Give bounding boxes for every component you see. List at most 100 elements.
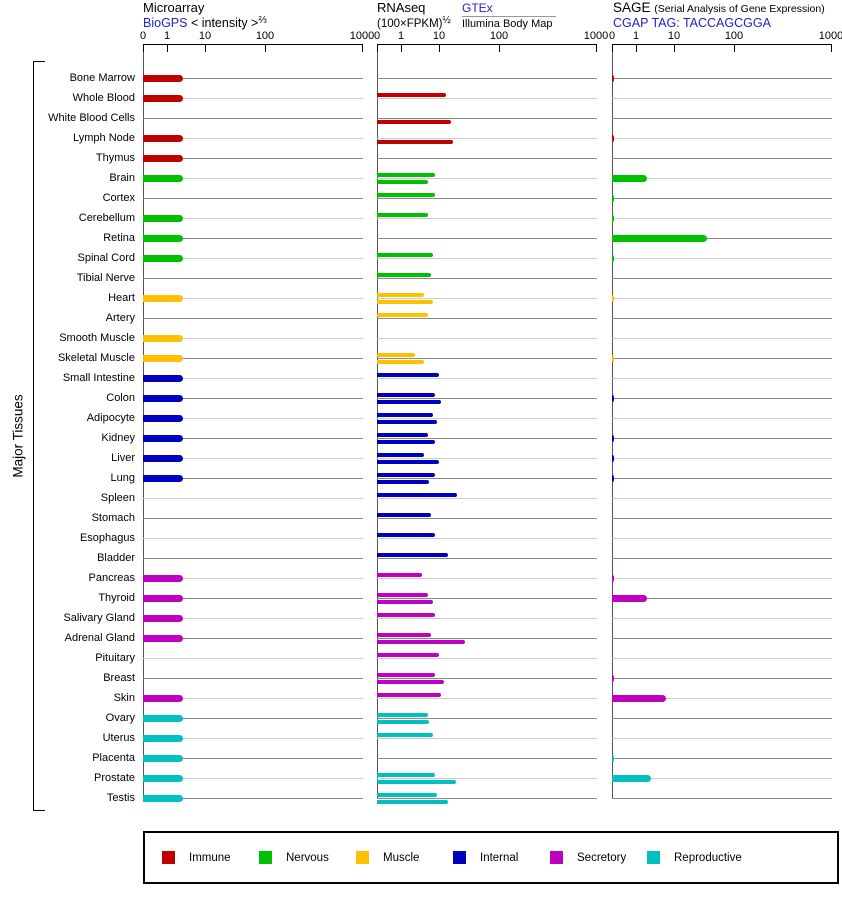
rnaseq-axis-line (377, 44, 597, 45)
bar-rnaseq-gtex-spinal-cord (377, 253, 434, 257)
legend-label-nervous: Nervous (286, 851, 329, 864)
microarray-axis-label-10: 10 (198, 30, 212, 42)
legend-item-secretory: Secretory (550, 851, 647, 864)
tissue-label-spinal-cord: Spinal Cord (77, 252, 135, 264)
bar-rnaseq-gtex-esophagus (377, 533, 436, 537)
bar-rnaseq-illumina-liver (377, 460, 439, 464)
sage-axis-tick-1000 (831, 44, 832, 52)
tissue-label-pituitary: Pituitary (95, 652, 135, 664)
gridline-sage (612, 518, 832, 519)
tissue-label-thyroid: Thyroid (98, 592, 135, 604)
bar-sage-lung (612, 475, 615, 482)
gridline-microarray (143, 438, 363, 439)
tissue-label-cortex: Cortex (102, 192, 135, 204)
illumina-body-map-label: Illumina Body Map (462, 18, 553, 30)
legend-item-muscle: Muscle (356, 851, 453, 864)
gridline-sage (612, 538, 832, 539)
gridline-rnaseq (377, 498, 597, 499)
gridline-sage (612, 678, 832, 679)
major-tissues-bracket (33, 61, 34, 810)
tissue-label-thymus: Thymus (95, 152, 135, 164)
microarray-axis-label-100: 100 (255, 30, 275, 42)
bar-rnaseq-gtex-heart (377, 293, 424, 297)
bar-microarray-spinal-cord (143, 255, 184, 262)
gridline-sage (612, 798, 832, 799)
bar-microarray-smooth-muscle (143, 335, 184, 342)
rnaseq-sources-block: GTEx Illumina Body Map (462, 2, 556, 30)
gridline-rnaseq (377, 158, 597, 159)
sage-axis-label-0: 0 (608, 30, 616, 42)
bar-rnaseq-illumina-adipocyte (377, 420, 438, 424)
gridline-microarray (143, 458, 363, 459)
bar-rnaseq-gtex-skin (377, 693, 442, 697)
legend-item-reproductive: Reproductive (647, 851, 744, 864)
gridline-microarray (143, 178, 363, 179)
bar-rnaseq-gtex-salivary-gland (377, 613, 436, 617)
bar-rnaseq-illumina-thyroid (377, 600, 434, 604)
gridline-sage (612, 478, 832, 479)
bar-rnaseq-illumina-breast (377, 680, 444, 684)
gridline-sage (612, 738, 832, 739)
tissue-label-spleen: Spleen (100, 492, 135, 504)
bar-rnaseq-illumina-colon (377, 400, 442, 404)
sage-axis-line (612, 44, 832, 45)
gridline-rnaseq (377, 758, 597, 759)
sage-axis-tick-1 (636, 44, 637, 52)
gridline-microarray (143, 418, 363, 419)
tissue-label-retina: Retina (103, 232, 135, 244)
bar-rnaseq-gtex-uterus (377, 733, 434, 737)
bar-rnaseq-illumina-prostate (377, 780, 456, 784)
tissue-label-small-intestine: Small Intestine (62, 372, 135, 384)
gtex-link[interactable]: GTEx (462, 1, 493, 15)
bar-rnaseq-gtex-tibial-nerve (377, 273, 431, 277)
gridline-sage (612, 638, 832, 639)
gridline-microarray (143, 298, 363, 299)
bar-sage-cerebellum (612, 215, 615, 222)
sage-axis-tick-0 (612, 44, 613, 52)
bar-rnaseq-illumina-skeletal-muscle (377, 360, 424, 364)
gridline-microarray (143, 478, 363, 479)
gridline-sage (612, 318, 832, 319)
bar-rnaseq-gtex-spleen (377, 493, 458, 497)
bar-sage-pancreas (612, 575, 615, 582)
gridline-sage (612, 278, 832, 279)
gridline-rnaseq (377, 538, 597, 539)
legend-label-immune: Immune (189, 851, 231, 864)
bar-microarray-testis (143, 795, 184, 802)
bar-rnaseq-gtex-testis (377, 793, 438, 797)
microarray-scale-exponent: ⅔ (258, 15, 267, 26)
gridline-microarray (143, 758, 363, 759)
cgap-link[interactable]: CGAP (613, 16, 649, 30)
gridline-rnaseq (377, 638, 597, 639)
tissue-label-testis: Testis (106, 792, 135, 804)
tissue-label-adrenal-gland: Adrenal Gland (64, 632, 135, 644)
biogps-link[interactable]: BioGPS (143, 16, 188, 30)
bar-microarray-adipocyte (143, 415, 184, 422)
bar-rnaseq-gtex-artery (377, 313, 428, 317)
sage-axis-tick-100 (734, 44, 735, 52)
bar-rnaseq-gtex-cerebellum (377, 213, 428, 217)
gridline-sage (612, 138, 832, 139)
gridline-sage (612, 158, 832, 159)
gridline-microarray (143, 78, 363, 79)
gridline-microarray (143, 278, 363, 279)
sage-tag-label: TAG: TACCAGCGGA (651, 16, 771, 30)
gridline-microarray (143, 518, 363, 519)
gridline-rnaseq (377, 218, 597, 219)
gridline-microarray (143, 598, 363, 599)
bar-rnaseq-gtex-small-intestine (377, 373, 439, 377)
gridline-rnaseq (377, 738, 597, 739)
gridline-sage (612, 718, 832, 719)
gridline-sage (612, 118, 832, 119)
microarray-axis-tick-1000 (362, 44, 363, 52)
sage-axis-label-10: 10 (667, 30, 681, 42)
gridline-microarray (143, 358, 363, 359)
gridline-sage (612, 178, 832, 179)
gridline-sage (612, 298, 832, 299)
microarray-axis-label-0: 0 (139, 30, 147, 42)
tissue-label-kidney: Kidney (101, 432, 135, 444)
bar-sage-breast (612, 675, 615, 682)
gridline-rnaseq (377, 658, 597, 659)
microarray-axis-label-1: 1 (163, 30, 171, 42)
